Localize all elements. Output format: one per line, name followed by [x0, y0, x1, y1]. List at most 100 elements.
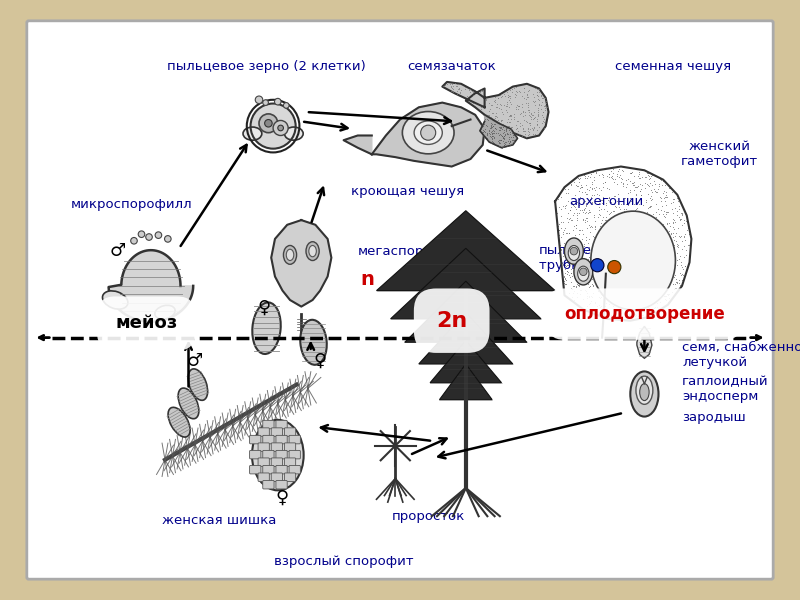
Point — [566, 281, 579, 290]
Point — [654, 256, 666, 265]
Point — [609, 263, 622, 273]
Point — [566, 293, 578, 302]
Point — [609, 242, 622, 252]
Point — [610, 253, 623, 262]
Point — [514, 109, 527, 118]
Point — [570, 220, 582, 230]
FancyBboxPatch shape — [262, 466, 274, 474]
Point — [488, 97, 501, 107]
Point — [590, 167, 602, 176]
Point — [502, 114, 514, 124]
Point — [670, 193, 683, 203]
Point — [618, 279, 630, 289]
Point — [582, 169, 594, 178]
Point — [618, 296, 631, 305]
Point — [666, 244, 679, 254]
Point — [558, 203, 571, 213]
Point — [506, 122, 518, 132]
Point — [522, 105, 535, 115]
Point — [531, 119, 544, 129]
Point — [612, 260, 625, 269]
Point — [652, 182, 665, 191]
Point — [657, 280, 670, 289]
Point — [477, 128, 490, 137]
Point — [633, 280, 646, 290]
Point — [619, 263, 632, 273]
Circle shape — [570, 247, 578, 255]
Point — [593, 170, 606, 180]
Point — [498, 133, 510, 143]
Point — [615, 174, 628, 184]
Point — [508, 131, 521, 141]
Point — [443, 79, 456, 88]
Point — [538, 94, 551, 103]
Point — [658, 233, 671, 243]
Point — [558, 202, 571, 211]
Point — [662, 293, 675, 302]
Point — [660, 209, 673, 218]
Point — [481, 131, 494, 140]
Point — [610, 170, 623, 179]
Point — [573, 200, 586, 209]
Point — [631, 210, 644, 220]
Point — [622, 276, 634, 286]
Point — [640, 299, 653, 308]
Point — [606, 168, 619, 178]
Point — [600, 215, 613, 225]
Point — [670, 236, 682, 245]
Point — [527, 129, 540, 139]
Point — [610, 290, 623, 300]
Point — [643, 237, 656, 247]
Point — [646, 187, 658, 196]
Point — [441, 79, 454, 89]
Point — [580, 189, 593, 199]
Point — [594, 221, 606, 230]
FancyBboxPatch shape — [271, 428, 282, 436]
Point — [501, 123, 514, 133]
Point — [633, 232, 646, 241]
Point — [590, 262, 603, 271]
Point — [643, 271, 656, 280]
Point — [645, 214, 658, 223]
Point — [645, 292, 658, 301]
Point — [596, 169, 609, 178]
Point — [648, 237, 661, 247]
FancyBboxPatch shape — [284, 443, 296, 451]
Point — [553, 219, 566, 229]
Point — [593, 205, 606, 214]
Point — [504, 136, 517, 145]
Text: мейоз: мейоз — [115, 314, 178, 332]
Point — [574, 264, 587, 274]
Point — [558, 260, 571, 270]
Point — [582, 299, 595, 309]
Point — [498, 141, 511, 151]
Point — [633, 199, 646, 208]
Point — [635, 224, 648, 233]
Point — [616, 279, 629, 289]
Point — [601, 313, 614, 322]
Point — [598, 265, 610, 274]
Point — [501, 129, 514, 139]
Point — [602, 169, 615, 179]
Point — [645, 195, 658, 205]
Point — [622, 313, 634, 322]
Text: ♀: ♀ — [257, 299, 270, 317]
Point — [658, 193, 671, 202]
Point — [595, 215, 608, 224]
Point — [558, 272, 570, 282]
Text: женский
гаметофит: женский гаметофит — [681, 140, 758, 168]
Point — [605, 207, 618, 217]
Point — [638, 286, 651, 296]
Point — [570, 204, 582, 214]
Point — [589, 224, 602, 234]
Point — [633, 295, 646, 304]
Point — [592, 245, 605, 255]
Point — [618, 231, 631, 241]
Point — [600, 242, 613, 251]
Point — [574, 238, 587, 248]
Point — [639, 242, 652, 252]
Point — [642, 305, 654, 315]
Point — [622, 274, 635, 284]
Point — [490, 103, 502, 112]
Polygon shape — [480, 115, 518, 148]
